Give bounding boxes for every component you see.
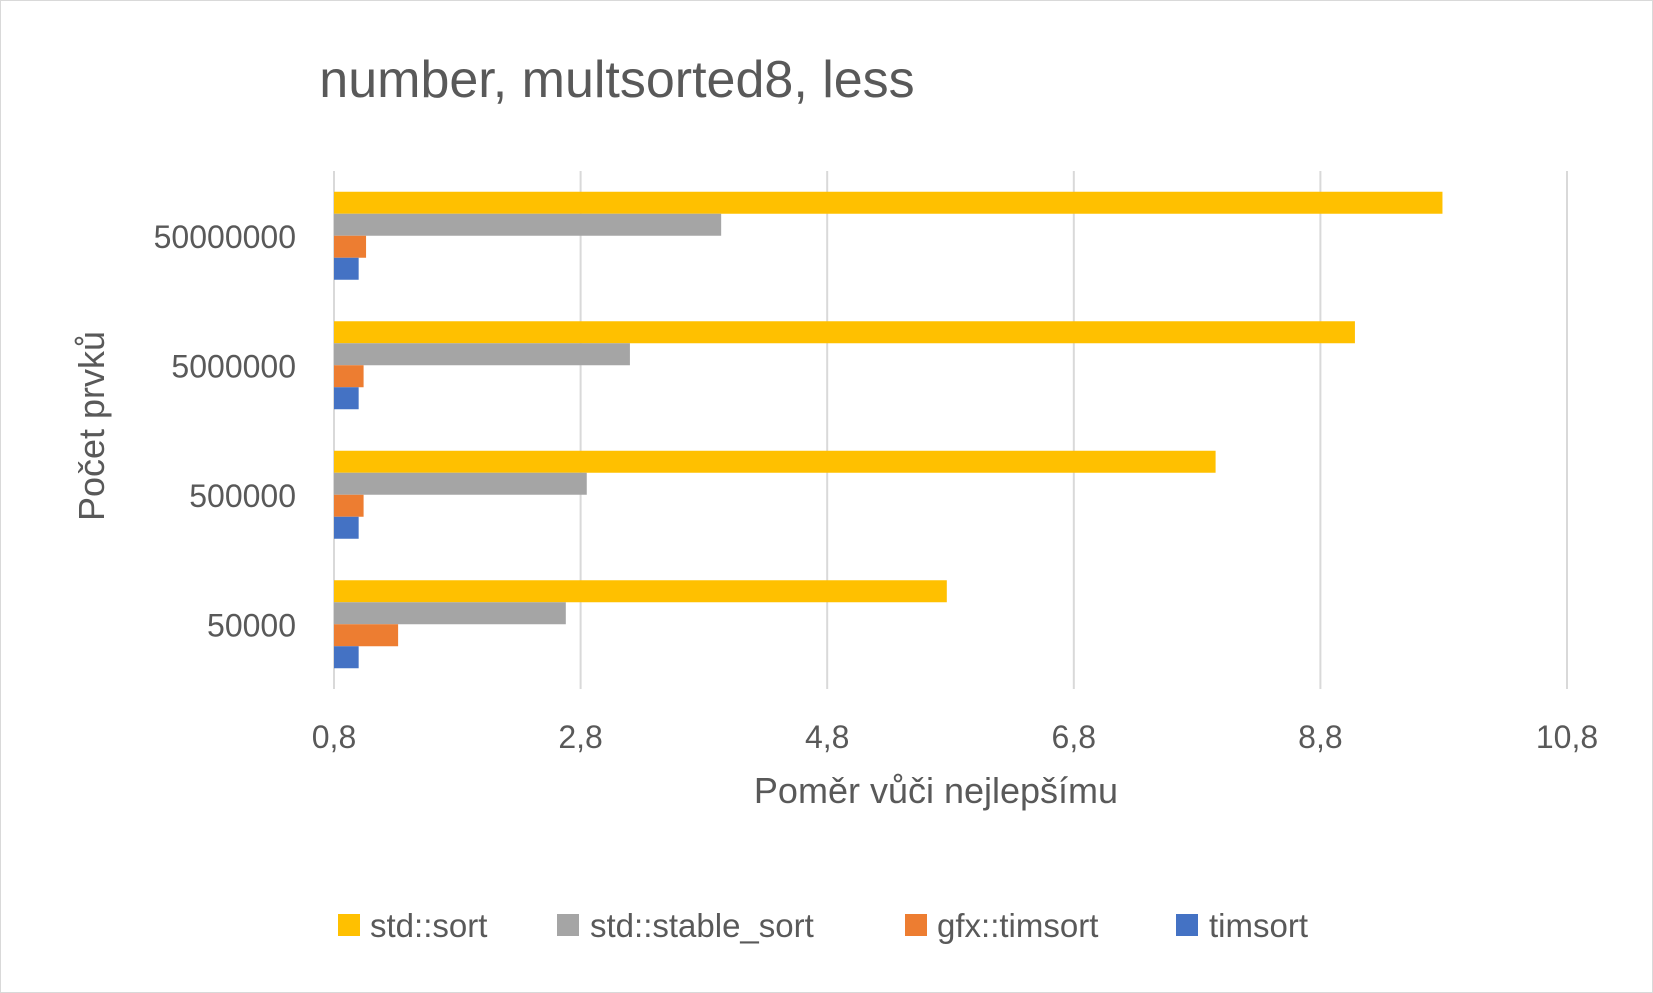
legend-swatch-1 (557, 914, 579, 936)
bar-gfx-timsort-50000 (334, 624, 399, 647)
legend: std::sort std::stable_sort gfx::timsort tim… (338, 907, 1308, 944)
legend-label-1: std::stable_sort (590, 907, 814, 944)
bar-std-stable-sort-500000 (334, 472, 587, 495)
legend-label-3: timsort (1209, 907, 1308, 944)
y-tick-label: 5000000 (171, 348, 296, 384)
bar-std-sort-500000 (334, 450, 1216, 473)
bar-std-stable-sort-5000000 (334, 343, 630, 366)
x-tick-labels: 0,8 2,8 4,8 6,8 8,8 10,8 (312, 719, 1598, 755)
bar-std-sort-5000000 (334, 321, 1355, 344)
bar-timsort-500000 (334, 516, 359, 539)
legend-label-0: std::sort (370, 907, 487, 944)
bar-std-sort-50000000 (334, 191, 1443, 214)
x-tick-label: 10,8 (1536, 719, 1598, 755)
chart-title: number, multsorted8, less (319, 51, 914, 109)
bar-gfx-timsort-500000 (334, 494, 364, 517)
y-axis-label: Počet prvků (71, 331, 112, 521)
y-tick-label: 500000 (189, 478, 296, 514)
y-tick-label: 50000000 (154, 219, 296, 255)
x-tick-label: 8,8 (1298, 719, 1342, 755)
bar-gfx-timsort-50000000 (334, 235, 367, 258)
bar-std-stable-sort-50000 (334, 602, 566, 625)
bar-std-stable-sort-50000000 (334, 213, 722, 236)
x-tick-label: 6,8 (1052, 719, 1096, 755)
legend-swatch-3 (1176, 914, 1198, 936)
legend-swatch-2 (905, 914, 927, 936)
y-tick-label: 50000 (207, 607, 296, 643)
x-axis-label: Poměr vůči nejlepšímu (754, 770, 1118, 811)
bar-timsort-50000 (334, 646, 359, 669)
y-tick-labels: 50000 500000 5000000 50000000 (154, 219, 296, 644)
bar-std-sort-50000 (334, 580, 947, 603)
bar-timsort-5000000 (334, 387, 359, 410)
x-tick-label: 0,8 (312, 719, 356, 755)
x-tick-label: 4,8 (805, 719, 849, 755)
legend-label-2: gfx::timsort (937, 907, 1098, 944)
bar-gfx-timsort-5000000 (334, 365, 364, 388)
bars (334, 191, 1443, 669)
x-tick-label: 2,8 (558, 719, 602, 755)
legend-swatch-0 (338, 914, 360, 936)
bar-timsort-50000000 (334, 257, 359, 280)
